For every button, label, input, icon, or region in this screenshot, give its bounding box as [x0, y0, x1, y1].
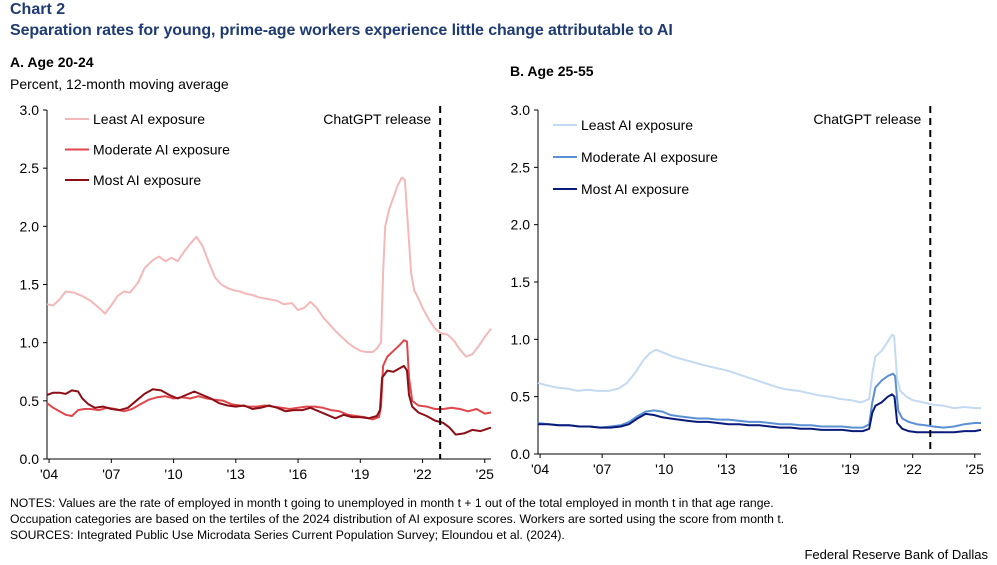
charts-canvas: 0.0 0.5 1.0 1.5 2.0 2.5 3.0 '04 '07 '10 '13 '16 '19 '…	[20, 102, 985, 482]
chart-label: Chart 2	[10, 1, 66, 18]
panel-a-x-tick-label: '10	[164, 466, 182, 482]
panel-b-x-tick-label: '10	[655, 461, 673, 477]
panel-a-series-line-3	[46, 364, 492, 436]
panel-b-y-tick-label: 1.0	[511, 331, 531, 347]
panel-b-y-tick-label: 0.0	[511, 446, 531, 462]
notes-line-1: NOTES: Values are the rate of employed i…	[10, 496, 774, 510]
panel-a-legend-label-2: Moderate AI exposure	[93, 142, 230, 158]
panel-b-legend-label-3: Most AI exposure	[581, 181, 689, 197]
panel-a-x-tick-label: '19	[351, 466, 369, 482]
panel-b-series-line-3	[538, 393, 982, 434]
panel-a-y-tick-label: 2.5	[20, 160, 40, 176]
panel-a-y-tick-label: 1.5	[20, 277, 40, 293]
panel-a-series-line-1	[46, 176, 492, 358]
panel-a-y-tick-label: 0.0	[20, 451, 40, 467]
panel-b-x-tick-label: '19	[841, 461, 859, 477]
panel-a-title: A. Age 20-24	[10, 54, 94, 70]
panel-a-x-tick-label: '25	[476, 466, 494, 482]
panel-b-legend-label-1: Least AI exposure	[581, 117, 693, 133]
panel-a-x-tick-label: '07	[102, 466, 120, 482]
panel-a-y-tick-label: 2.0	[20, 218, 40, 234]
chart-title: Separation rates for young, prime-age wo…	[10, 22, 673, 39]
panel-b-y-tick-label: 3.0	[511, 102, 531, 118]
panel-a-x-tick-label: '04	[40, 466, 58, 482]
panel-a-legend-label-1: Least AI exposure	[93, 111, 205, 127]
panel-b-x-tick-label: '25	[966, 461, 984, 477]
panel-b-title: B. Age 25-55	[510, 63, 594, 79]
panel-b-y-tick-label: 2.0	[511, 217, 531, 233]
units-label: Percent, 12-month moving average	[10, 76, 229, 92]
panel-b-x-tick-label: '07	[593, 461, 611, 477]
source-credit: Federal Reserve Bank of Dallas	[804, 547, 988, 562]
panel-b-y-tick-label: 2.5	[511, 159, 531, 175]
panel-b-legend-label-2: Moderate AI exposure	[581, 149, 718, 165]
panel-a-series-line-2	[46, 339, 492, 421]
panel-a-y-tick-label: 3.0	[20, 102, 40, 118]
panel-a-y-tick-label: 1.0	[20, 335, 40, 351]
panel-a-y-tick-label: 0.5	[20, 393, 40, 409]
notes: NOTES: Values are the rate of employed i…	[10, 495, 990, 543]
panel-b-series-line-2	[537, 372, 981, 429]
panel-b-x-tick-label: '04	[531, 461, 549, 477]
panel-b-release-label: ChatGPT release	[813, 111, 921, 127]
panel-b-x-tick-label: '13	[717, 461, 735, 477]
panel-a-x-tick-label: '13	[227, 466, 245, 482]
panel-a-x-tick-label: '16	[289, 466, 307, 482]
notes-line-2: Occupation categories are based on the t…	[10, 512, 785, 526]
panel-a-x-tick-label: '22	[413, 466, 431, 482]
panel-b-x-tick-label: '16	[779, 461, 797, 477]
panel-b-y-tick-label: 1.5	[511, 274, 531, 290]
notes-line-3: SOURCES: Integrated Public Use Microdata…	[10, 528, 565, 542]
panel-b-x-tick-label: '22	[904, 461, 922, 477]
panel-b-y-tick-label: 0.5	[511, 389, 531, 405]
panel-b-series-line-1	[537, 333, 981, 410]
panel-a-release-label: ChatGPT release	[323, 111, 431, 127]
panel-a-legend-label-3: Most AI exposure	[93, 172, 201, 188]
